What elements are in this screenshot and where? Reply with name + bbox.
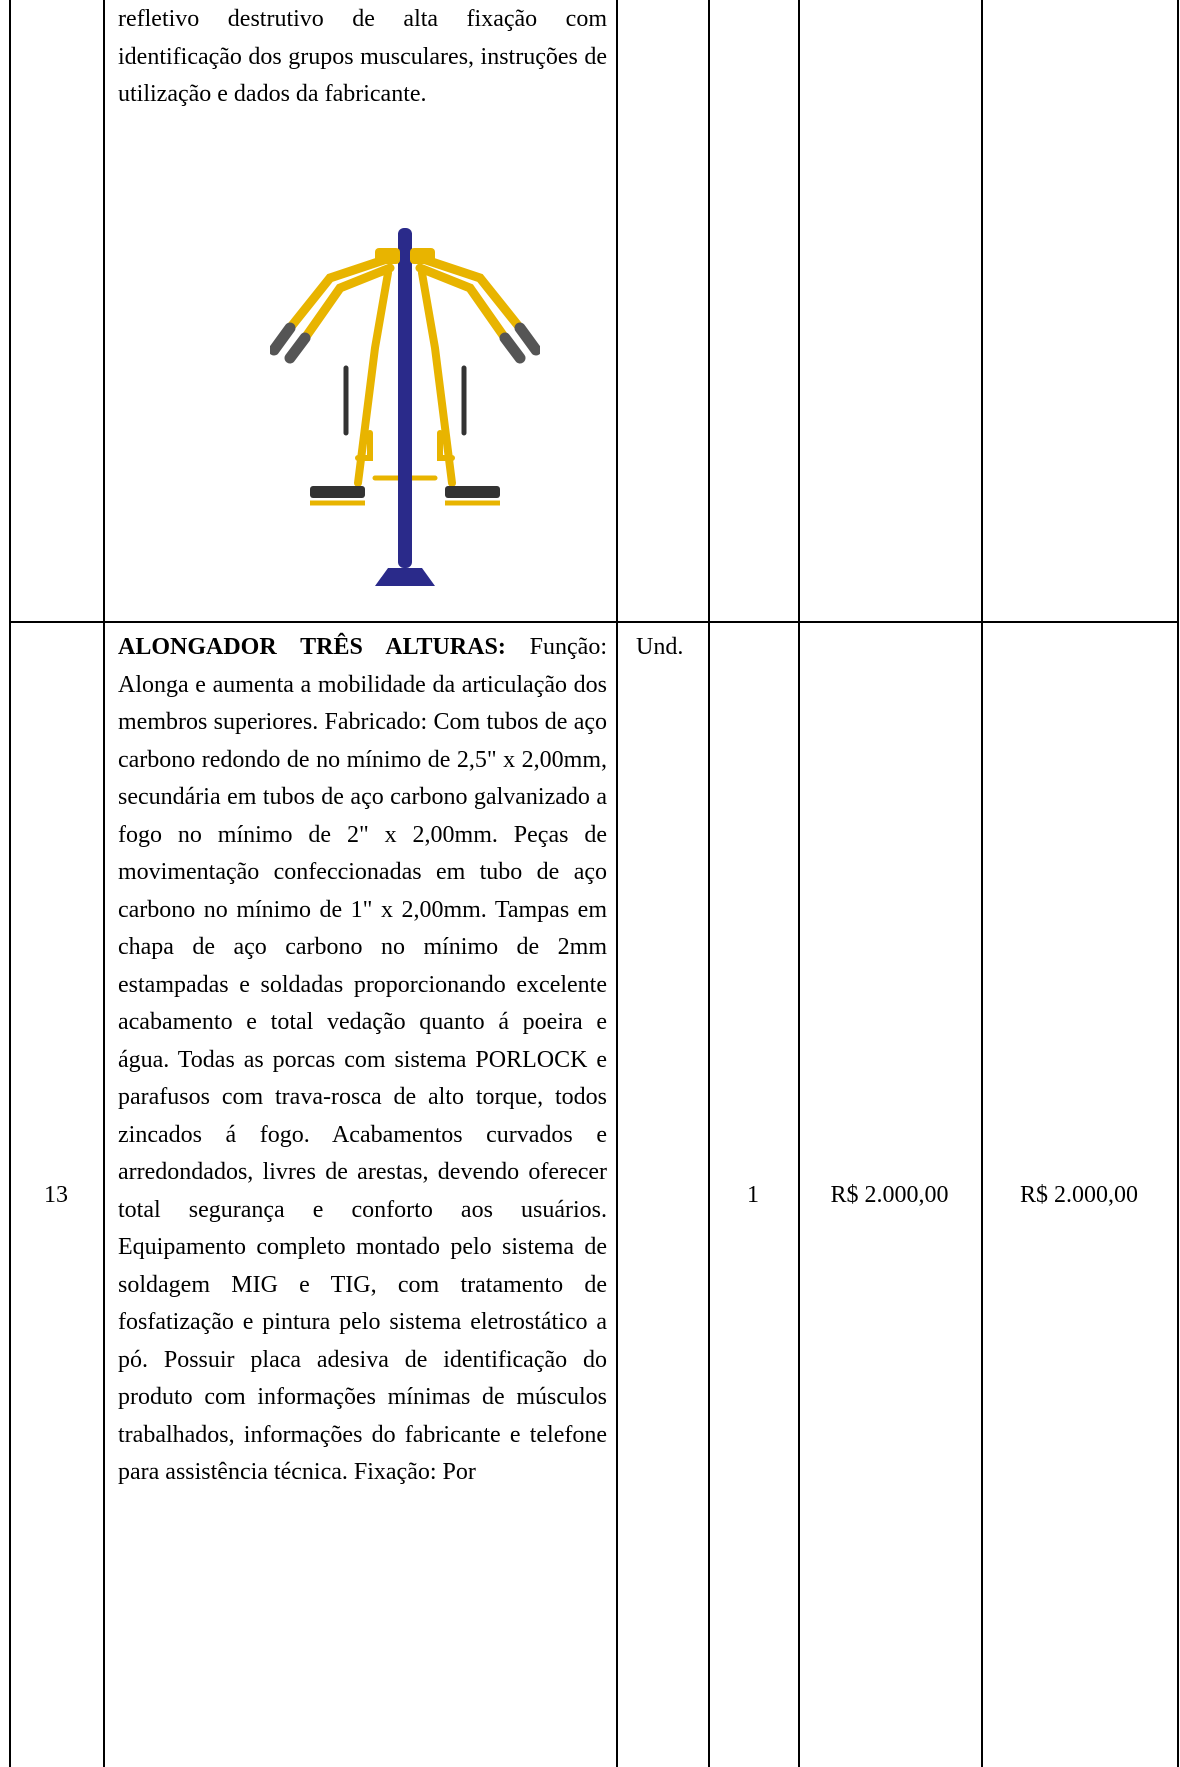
item-total: R$ 2.000,00 [1019,1182,1138,1208]
table-border [1177,0,1179,1767]
item-number: 13 [44,1182,68,1208]
item-unit: Und. [636,634,684,660]
table-border [9,621,1179,623]
item-text: Função: Alonga e aumenta a mobilidade da… [118,634,607,1485]
item-description: refletivo destrutivo de alta fixação com… [118,6,607,107]
item-quantity: 1 [747,1182,759,1208]
table-border [103,0,105,1767]
table-border [708,0,710,1767]
table-border [616,0,618,1767]
item-title: ALONGADOR TRÊS ALTURAS: [118,634,506,660]
table-border [981,0,983,1767]
table-border [798,0,800,1767]
item-unit-price: R$ 2.000,00 [830,1182,949,1208]
equipment-image [270,228,540,586]
table-border [9,0,11,1767]
item-description: ALONGADOR TRÊS ALTURAS: Função: Alonga e… [118,629,607,1492]
